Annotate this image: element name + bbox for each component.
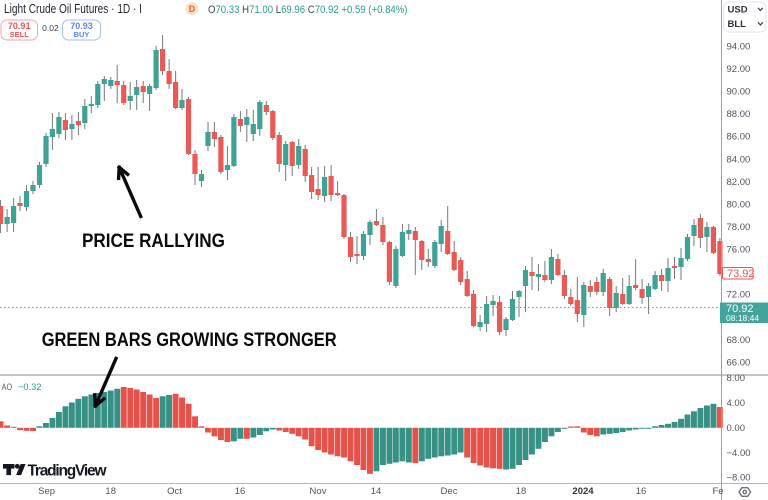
svg-text:18: 18 bbox=[516, 486, 527, 497]
svg-text:Nov: Nov bbox=[310, 486, 327, 497]
svg-text:BLL: BLL bbox=[728, 19, 747, 30]
svg-text:−8.00: −8.00 bbox=[727, 472, 751, 483]
svg-text:Fe: Fe bbox=[713, 486, 724, 497]
svg-text:76.00: 76.00 bbox=[727, 245, 751, 256]
svg-text:GREEN BARS GROWING STRONGER: GREEN BARS GROWING STRONGER bbox=[42, 330, 337, 351]
svg-text:84.00: 84.00 bbox=[727, 154, 751, 165]
svg-text:94.00: 94.00 bbox=[727, 41, 751, 52]
svg-text:PRICE RALLYING: PRICE RALLYING bbox=[82, 231, 225, 252]
svg-text:78.00: 78.00 bbox=[727, 222, 751, 233]
svg-text:Dec: Dec bbox=[441, 486, 458, 497]
svg-text:Oct: Oct bbox=[167, 486, 182, 497]
svg-text:88.00: 88.00 bbox=[727, 109, 751, 120]
svg-text:O70.33 H71.00 L69.96 C70.92 +0: O70.33 H71.00 L69.96 C70.92 +0.59 (+0.84… bbox=[208, 4, 408, 16]
svg-text:0.00: 0.00 bbox=[727, 423, 746, 434]
svg-text:Light Crude Oil Futures · 1D ·: Light Crude Oil Futures · 1D · I bbox=[4, 2, 142, 16]
svg-text:68.00: 68.00 bbox=[727, 335, 751, 346]
svg-text:82.00: 82.00 bbox=[727, 177, 751, 188]
svg-text:08:18:44: 08:18:44 bbox=[726, 313, 759, 323]
svg-text:80.00: 80.00 bbox=[727, 199, 751, 210]
svg-text:SELL: SELL bbox=[10, 30, 30, 39]
svg-text:73.92: 73.92 bbox=[727, 268, 755, 280]
svg-text:70.92: 70.92 bbox=[726, 303, 754, 315]
svg-text:14: 14 bbox=[371, 486, 382, 497]
svg-text:Sep: Sep bbox=[38, 486, 55, 497]
svg-text:90.00: 90.00 bbox=[727, 87, 751, 98]
svg-text:AO: AO bbox=[2, 382, 13, 393]
svg-text:TradingView: TradingView bbox=[28, 462, 108, 479]
svg-text:8.00: 8.00 bbox=[727, 373, 746, 384]
svg-text:4.00: 4.00 bbox=[727, 398, 746, 409]
svg-text:D: D bbox=[189, 4, 196, 14]
svg-text:−0.32: −0.32 bbox=[18, 382, 42, 393]
svg-text:16: 16 bbox=[235, 486, 246, 497]
svg-text:70.91: 70.91 bbox=[8, 21, 31, 31]
svg-text:70.93: 70.93 bbox=[70, 21, 93, 31]
svg-text:0.02: 0.02 bbox=[42, 23, 59, 33]
svg-text:−4.00: −4.00 bbox=[727, 448, 751, 459]
svg-text:16: 16 bbox=[636, 486, 647, 497]
svg-text:2024: 2024 bbox=[572, 486, 594, 497]
svg-text:72.00: 72.00 bbox=[727, 290, 751, 301]
svg-text:18: 18 bbox=[105, 486, 116, 497]
svg-text:USD: USD bbox=[728, 5, 748, 16]
svg-text:66.00: 66.00 bbox=[727, 357, 751, 368]
svg-text:BUY: BUY bbox=[74, 30, 90, 39]
svg-text:86.00: 86.00 bbox=[727, 132, 751, 143]
svg-text:92.00: 92.00 bbox=[727, 64, 751, 75]
